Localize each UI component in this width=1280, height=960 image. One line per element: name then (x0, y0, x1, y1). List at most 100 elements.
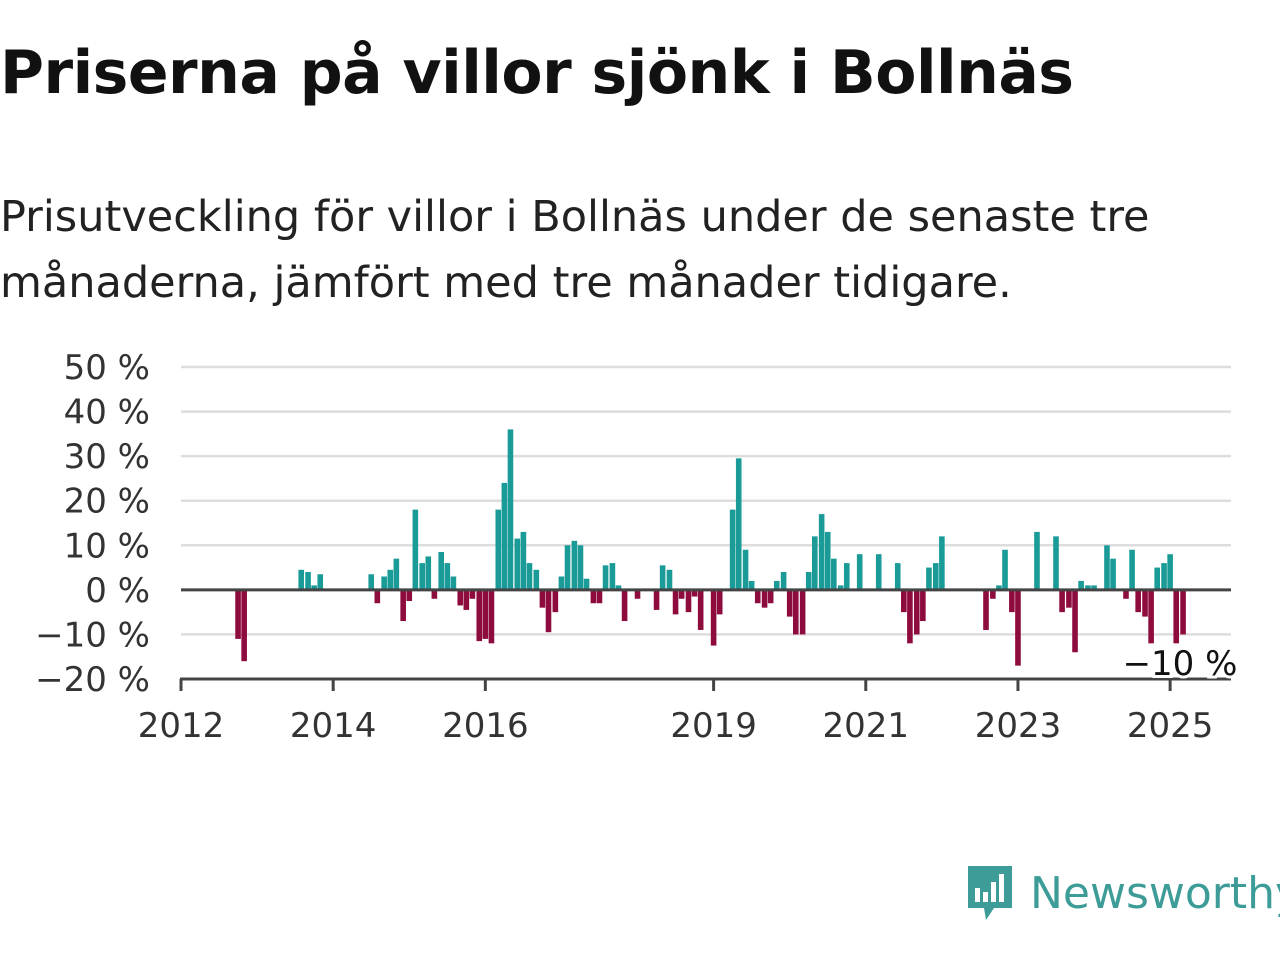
bar (926, 567, 932, 590)
bar (488, 589, 495, 644)
bar (305, 572, 311, 590)
bar (374, 589, 381, 604)
x-tick-label: 2019 (670, 706, 757, 746)
y-tick-label: 20 % (64, 482, 150, 522)
bar (450, 576, 457, 590)
bar (381, 576, 387, 590)
bar (514, 538, 521, 590)
bar (913, 589, 920, 635)
bar (799, 589, 806, 635)
bar (742, 549, 749, 590)
bar (666, 569, 673, 590)
bar (1154, 567, 1160, 590)
x-tick-label: 2016 (442, 706, 529, 746)
bar (875, 554, 882, 590)
axes (180, 588, 1231, 681)
last-value-label: −10 % (1123, 644, 1238, 684)
bar (780, 572, 787, 590)
bar (812, 536, 818, 590)
bar (577, 545, 584, 590)
bar (412, 509, 419, 590)
bar (1104, 545, 1110, 590)
bar (1110, 558, 1116, 590)
bar (571, 540, 578, 590)
y-tick-label: 10 % (64, 526, 150, 566)
bar (602, 565, 609, 590)
y-axis-ticks: −20 % −10 %0 % 10 %20 % 30 %40 % 50 % (35, 348, 150, 700)
bar (552, 589, 559, 613)
bar (469, 589, 476, 599)
bar (596, 589, 603, 604)
bar (311, 585, 317, 590)
bar (583, 578, 590, 590)
chart-subtitle: Prisutveckling för villor i Bollnäs unde… (0, 192, 1150, 308)
y-tick-label: −10 % (35, 615, 150, 655)
bar (932, 563, 939, 590)
bar (1091, 585, 1097, 590)
bar (444, 563, 451, 590)
bar (996, 585, 1002, 590)
bar (507, 429, 514, 590)
newsworthy-logo-text: Newsworthy (1030, 867, 1280, 919)
bar (476, 589, 483, 642)
bar (843, 563, 850, 590)
bar (406, 589, 413, 601)
bar (545, 589, 552, 633)
bar (634, 589, 641, 599)
bar (1015, 589, 1021, 666)
bar (659, 565, 666, 590)
bar-chart: −20 %−10 %0 %10 %20 %30 %40 %50 % 2012 20… (35, 348, 1240, 746)
bar (1002, 549, 1008, 590)
bar (691, 589, 698, 597)
bar (298, 569, 305, 590)
bar (729, 509, 736, 590)
newsworthy-logo: Newsworthy (964, 862, 1280, 924)
x-tick-label: 2012 (138, 706, 225, 746)
bar (526, 563, 533, 590)
bar (400, 589, 406, 622)
bar (564, 545, 571, 590)
bar (463, 589, 470, 610)
bar (824, 531, 831, 590)
bar (1059, 589, 1065, 613)
bar (1085, 585, 1091, 590)
bar (438, 551, 445, 590)
bar (672, 589, 679, 615)
bar (482, 589, 489, 639)
bar (1034, 531, 1040, 590)
bar (856, 554, 863, 590)
newsworthy-logo-icon (968, 866, 1012, 920)
bar (1066, 589, 1072, 608)
bar (786, 589, 793, 617)
bar (773, 580, 780, 590)
y-tick-label: 0 % (85, 571, 150, 611)
bar (894, 563, 901, 590)
bar (609, 563, 616, 590)
bar (907, 589, 913, 644)
bar (317, 574, 324, 590)
bar (241, 589, 247, 662)
bar (901, 589, 907, 613)
bar (837, 585, 844, 590)
bar (920, 589, 926, 622)
bars (235, 429, 1186, 666)
bar (558, 576, 565, 590)
bar (1129, 549, 1135, 590)
x-tick-label: 2014 (290, 706, 377, 746)
bar (501, 482, 508, 590)
bar (495, 509, 502, 590)
bar (615, 585, 622, 590)
y-tick-label: 30 % (64, 437, 150, 477)
y-tick-label: −20 % (35, 660, 150, 700)
x-tick-label: 2023 (975, 706, 1062, 746)
bar (1078, 580, 1084, 590)
bar (1009, 589, 1015, 613)
bar (1161, 563, 1167, 590)
bar (1148, 589, 1154, 644)
bar (539, 589, 546, 608)
y-tick-label: 50 % (64, 348, 150, 388)
bar (990, 589, 996, 599)
bar (393, 558, 400, 590)
bar (761, 589, 768, 608)
bar (805, 572, 812, 590)
